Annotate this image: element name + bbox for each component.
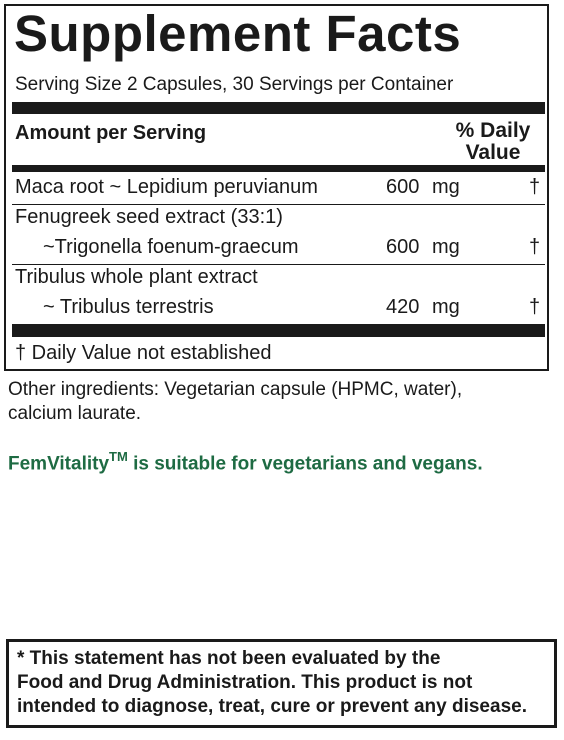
ingredient-amount: 420	[386, 296, 420, 318]
divider-thick	[12, 102, 545, 114]
daily-value-footnote: † Daily Value not established	[15, 342, 272, 364]
ingredient-amount: 600	[386, 176, 420, 198]
panel-title: Supplement Facts	[14, 5, 462, 62]
disclaimer-line2: Food and Drug Administration. This produ…	[17, 672, 473, 693]
ingredient-species: ~Trigonella foenum-graecum	[43, 236, 299, 258]
ingredient-species: ~ Tribulus terrestris	[43, 296, 214, 318]
other-ingredients: Other ingredients: Vegetarian capsule (H…	[8, 378, 528, 426]
ingredient-unit: mg	[432, 176, 460, 198]
daily-value-dagger: †	[529, 236, 541, 258]
vegan-text: is suitable for vegetarians and vegans.	[127, 453, 483, 475]
divider-thick	[12, 324, 545, 337]
ingredient-name: Fenugreek seed extract (33:1)	[15, 206, 283, 228]
supplement-facts-panel: Supplement Facts Serving Size 2 Capsules…	[4, 4, 549, 371]
daily-value-dagger: †	[529, 176, 541, 198]
vegan-statement: FemVitalityTM is suitable for vegetarian…	[8, 449, 483, 475]
divider-medium	[12, 165, 545, 172]
header-daily-value: % Daily Value	[443, 120, 543, 164]
header-dv-line1: % Daily	[455, 119, 531, 142]
ingredient-unit: mg	[432, 236, 460, 258]
serving-size: Serving Size 2 Capsules, 30 Servings per…	[15, 74, 454, 95]
header-amount: Amount per Serving	[15, 122, 207, 144]
row-divider	[12, 204, 545, 205]
disclaimer-line3: intended to diagnose, treat, cure or pre…	[17, 696, 527, 717]
ingredient-name: Tribulus whole plant extract	[15, 266, 258, 288]
trademark-mark: TM	[109, 449, 128, 464]
disclaimer-line1: * This statement has not been evaluated …	[17, 648, 441, 669]
daily-value-dagger: †	[529, 296, 541, 318]
other-ingredients-line1: Other ingredients: Vegetarian capsule (H…	[8, 379, 463, 400]
ingredient-amount: 600	[386, 236, 420, 258]
ingredient-name: Maca root ~ Lepidium peruvianum	[15, 176, 318, 198]
other-ingredients-line2: calcium laurate.	[8, 403, 142, 424]
row-divider	[12, 264, 545, 265]
brand-name: FemVitality	[8, 453, 110, 475]
fda-disclaimer-box: * This statement has not been evaluated …	[6, 639, 557, 728]
ingredient-unit: mg	[432, 296, 460, 318]
header-dv-line2: Value	[465, 141, 521, 164]
